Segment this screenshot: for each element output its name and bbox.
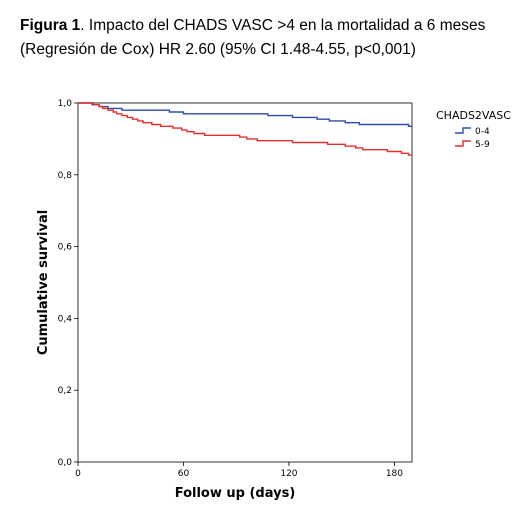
plot-frame <box>77 102 413 463</box>
y-axis-label: Cumulative survival <box>36 210 51 355</box>
chart-axes: 0,0 0,2 0,4 0,6 0,8 1,0 0 60 120 180 Follow up (da… <box>36 99 413 501</box>
y-tick-label: 0,2 <box>58 386 72 396</box>
y-tick-label: 0,8 <box>58 171 73 181</box>
series-line-5-9 <box>78 102 412 156</box>
caption-text-line1: . Impacto del CHADS VASC >4 en la mortal… <box>80 17 486 34</box>
x-tick-label: 60 <box>178 469 190 479</box>
legend-label: 0-4 <box>475 127 490 137</box>
figure-caption: Figura 1. Impacto del CHADS VASC >4 en l… <box>20 14 520 62</box>
chart-series <box>78 102 412 156</box>
legend-label: 5-9 <box>475 140 490 150</box>
chart-legend: CHADS2VASC 0-4 5-9 <box>436 109 511 150</box>
y-tick-label: 0,0 <box>58 458 73 468</box>
legend-swatch-5-9 <box>455 140 471 147</box>
series-line-0-4 <box>78 102 412 127</box>
legend-title: CHADS2VASC <box>436 109 511 122</box>
legend-swatch-0-4 <box>455 127 471 134</box>
caption-label: Figura 1 <box>20 17 81 34</box>
y-tick-label: 0,4 <box>58 314 73 324</box>
x-tick-label: 120 <box>280 469 297 479</box>
x-tick-label: 0 <box>75 469 81 479</box>
y-tick-label: 0,6 <box>58 243 73 253</box>
x-axis-label: Follow up (days) <box>175 486 296 501</box>
caption-text-line2: (Regresión de Cox) HR 2.60 (95% CI 1.48-… <box>20 41 416 58</box>
y-tick-label: 1,0 <box>58 99 73 109</box>
x-tick-label: 180 <box>386 469 403 479</box>
